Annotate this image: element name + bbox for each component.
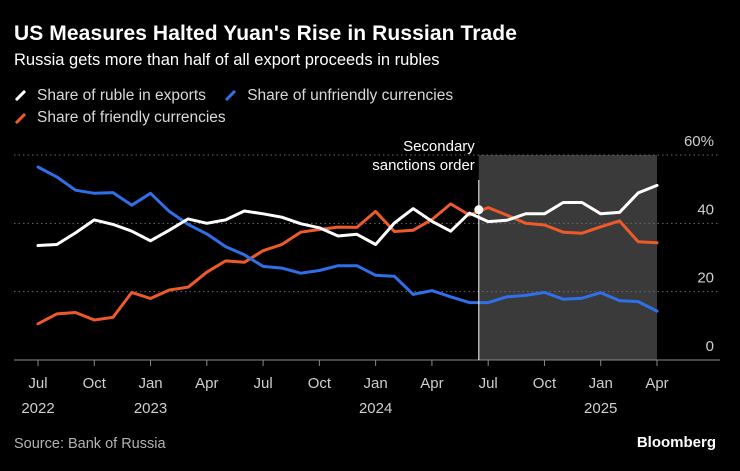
y-tick-label: 20 (697, 270, 714, 287)
legend-label-ruble: Share of ruble in exports (37, 86, 206, 104)
chart-subtitle: Russia gets more than half of all export… (14, 51, 440, 69)
x-tick-label-month: Jul (253, 375, 272, 392)
series-line-2 (36, 202, 659, 326)
x-tick-label-month: Jul (479, 375, 498, 392)
source-note: Source: Bank of Russia (14, 436, 166, 452)
legend-item-friendly: Share of friendly currencies (14, 107, 226, 129)
x-tick-label-year: 2025 (584, 400, 617, 417)
sanctions-shaded-region (478, 155, 657, 360)
legend-label-unfriendly: Share of unfriendly currencies (247, 86, 454, 104)
x-tick-label-month: Oct (533, 375, 557, 392)
y-tick-label: 40 (697, 201, 714, 218)
y-tick-label: 0 (706, 338, 714, 355)
x-tick-label-year: 2022 (21, 400, 54, 417)
annotation-label-line1: Secondary (403, 138, 475, 155)
x-tick-label-month: Jan (138, 375, 162, 392)
legend-label-friendly: Share of friendly currencies (37, 109, 226, 126)
annotation-layer: Secondary sanctions order (372, 138, 484, 360)
bloomberg-logo: Bloomberg (636, 434, 716, 451)
annotation-label-line2: sanctions order (372, 157, 475, 174)
sanctions-marker-dot (474, 205, 484, 215)
x-tick-label-month: Jul (28, 375, 47, 392)
sanctions-shaded-region-layer (478, 155, 657, 360)
y-tick-label: 60% (684, 133, 714, 150)
x-tick-label-month: Oct (83, 375, 107, 392)
legend-item-ruble: Share of ruble in exports (14, 85, 206, 107)
axis-labels-layer: 0 20 40 60% Jul 2022 Oct Jan 2023 Apr Jul Oct Jan 202… (21, 133, 714, 417)
x-tick-label-month: Jan (589, 375, 613, 392)
x-tick-label-month: Jan (364, 375, 388, 392)
x-tick-label-year: 2023 (134, 400, 167, 417)
x-tick-label-year: 2024 (359, 400, 392, 417)
x-tick-label-month: Apr (645, 375, 668, 392)
legend-item-unfriendly: Share of unfriendly currencies (224, 85, 453, 107)
x-tick-label-month: Apr (420, 375, 443, 392)
chart-title: US Measures Halted Yuan's Rise in Russia… (14, 22, 517, 45)
x-tick-label-month: Oct (308, 375, 332, 392)
chart-legend: Share of ruble in exports Share of unfri… (14, 84, 574, 129)
series-line-0 (36, 183, 659, 247)
x-tick-label-month: Apr (195, 375, 218, 392)
series-lines-layer (36, 165, 659, 326)
series-line-1 (36, 165, 659, 313)
